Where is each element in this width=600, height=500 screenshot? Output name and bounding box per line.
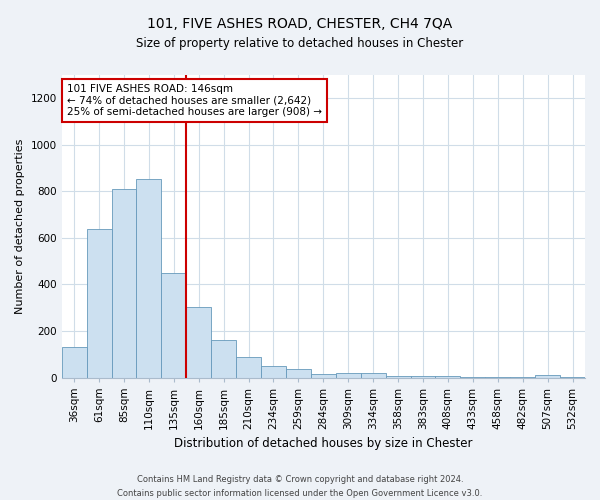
Bar	[136, 178, 161, 378]
X-axis label: Distribution of detached houses by size in Chester: Distribution of detached houses by size …	[174, 437, 473, 450]
Text: Contains HM Land Registry data © Crown copyright and database right 2024.
Contai: Contains HM Land Registry data © Crown c…	[118, 476, 482, 498]
Bar	[386, 376, 410, 378]
Bar	[161, 273, 186, 378]
Bar	[410, 376, 436, 378]
Bar	[186, 306, 211, 378]
Bar	[336, 373, 361, 378]
Bar	[286, 370, 311, 378]
Bar	[236, 356, 261, 378]
Text: 101, FIVE ASHES ROAD, CHESTER, CH4 7QA: 101, FIVE ASHES ROAD, CHESTER, CH4 7QA	[148, 18, 452, 32]
Bar	[436, 376, 460, 378]
Bar	[261, 366, 286, 378]
Bar	[361, 373, 386, 378]
Text: 101 FIVE ASHES ROAD: 146sqm
← 74% of detached houses are smaller (2,642)
25% of : 101 FIVE ASHES ROAD: 146sqm ← 74% of det…	[67, 84, 322, 117]
Bar	[62, 348, 86, 378]
Bar	[311, 374, 336, 378]
Bar	[535, 375, 560, 378]
Bar	[211, 340, 236, 378]
Text: Size of property relative to detached houses in Chester: Size of property relative to detached ho…	[136, 38, 464, 51]
Bar	[112, 189, 136, 378]
Bar	[86, 228, 112, 378]
Y-axis label: Number of detached properties: Number of detached properties	[15, 138, 25, 314]
